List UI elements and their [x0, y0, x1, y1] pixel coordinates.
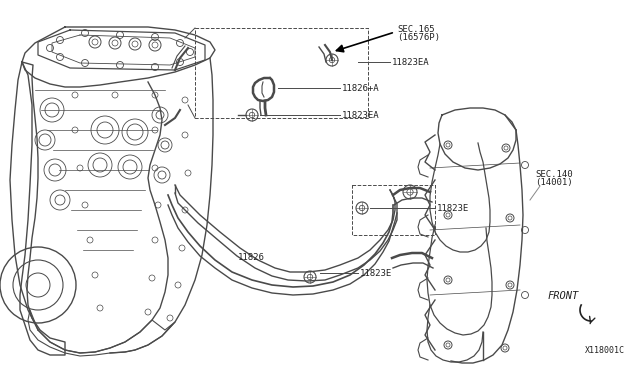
Text: SEC.140: SEC.140: [535, 170, 573, 179]
Text: X118001C: X118001C: [585, 346, 625, 355]
Text: 11823EA: 11823EA: [342, 110, 380, 119]
Text: (16576P): (16576P): [397, 33, 440, 42]
Text: FRONT: FRONT: [548, 291, 579, 301]
Text: 11823EA: 11823EA: [392, 58, 429, 67]
Text: 11826: 11826: [238, 253, 265, 263]
Text: 11823E: 11823E: [437, 203, 469, 212]
Text: (14001): (14001): [535, 178, 573, 187]
Text: 11826+A: 11826+A: [342, 83, 380, 93]
Text: SEC.165: SEC.165: [397, 25, 435, 34]
Text: 11823E: 11823E: [360, 269, 392, 278]
